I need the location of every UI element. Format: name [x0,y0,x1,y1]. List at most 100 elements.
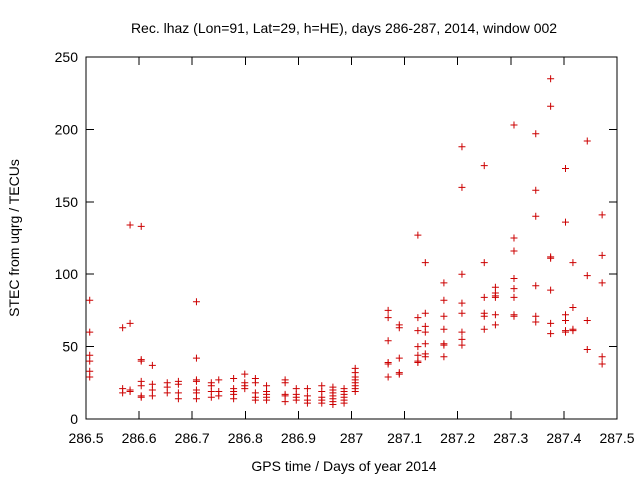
data-point [458,328,466,336]
data-point [384,360,392,368]
data-point [421,353,429,361]
data-point [440,325,448,333]
data-point [395,370,403,378]
data-point [583,345,591,353]
data-point [241,385,249,393]
data-point [532,130,540,138]
data-point [192,354,200,362]
x-tick-label: 287.3 [493,430,528,446]
data-point [148,392,156,400]
data-point [440,312,448,320]
x-tick-label: 286.5 [68,430,103,446]
data-point [547,319,555,327]
data-point [351,387,359,395]
data-point [510,293,518,301]
data-point [561,317,569,325]
data-point [547,254,555,262]
data-point [491,293,499,301]
data-point [207,393,215,401]
data-point [598,360,606,368]
data-point [569,327,577,335]
data-point [480,293,488,301]
data-point [192,298,200,306]
data-point [491,321,499,329]
y-tick-label: 200 [55,121,79,137]
data-point [561,328,569,336]
x-tick-label: 286.8 [228,430,263,446]
data-point [583,317,591,325]
data-point [510,247,518,255]
x-tick-label: 286.6 [122,430,157,446]
data-point [532,212,540,220]
data-point [148,361,156,369]
data-point [491,311,499,319]
data-point [281,398,289,406]
data-point [318,399,326,407]
data-point [458,143,466,151]
data-point [510,234,518,242]
data-point [547,75,555,83]
data-point [532,186,540,194]
x-tick-label: 287.2 [440,430,475,446]
data-point [303,385,311,393]
data-point [421,340,429,348]
data-point [329,401,337,409]
data-point [192,377,200,385]
x-tick-label: 287.5 [599,430,634,446]
data-point [547,330,555,338]
y-tick-label: 0 [70,411,78,427]
data-point [126,319,134,327]
data-point [532,318,540,326]
chart-title: Rec. lhaz (Lon=91, Lat=29, h=HE), days 2… [131,20,557,36]
data-point [421,328,429,336]
data-point [414,343,422,351]
data-point [421,259,429,267]
data-point [480,325,488,333]
data-point [281,379,289,387]
data-point [480,162,488,170]
x-tick-label: 286.7 [175,430,210,446]
data-point [458,183,466,191]
data-point [251,379,259,387]
data-point [241,370,249,378]
plot-frame [85,56,618,420]
data-point [119,389,127,397]
data-point [137,357,145,365]
data-point [395,354,403,362]
data-point [163,389,171,397]
data-point [263,396,271,404]
plot-border [85,56,618,420]
data-point [384,306,392,314]
data-point [598,251,606,259]
y-tick-label: 50 [62,339,78,355]
data-point [440,279,448,287]
data-point [414,359,422,367]
data-point [215,376,223,384]
data-point [86,296,94,304]
data-point [583,137,591,145]
data-point [192,395,200,403]
x-axis-label: GPS time / Days of year 2014 [251,458,436,474]
data-point [510,121,518,129]
data-point [137,222,145,230]
data-point [174,380,182,388]
data-point [384,373,392,381]
data-point [598,211,606,219]
data-point [292,396,300,404]
y-tick-label: 250 [55,49,79,65]
data-point [414,314,422,322]
data-point [340,399,348,407]
x-tick-label: 287.1 [387,430,422,446]
data-point [251,396,259,404]
x-tick-label: 287 [340,430,364,446]
data-point [440,341,448,349]
data-point [598,279,606,287]
data-point [126,221,134,229]
data-point [547,102,555,110]
data-point [384,314,392,322]
data-point [510,285,518,293]
data-point [414,327,422,335]
data-point [174,395,182,403]
data-point [561,164,569,172]
